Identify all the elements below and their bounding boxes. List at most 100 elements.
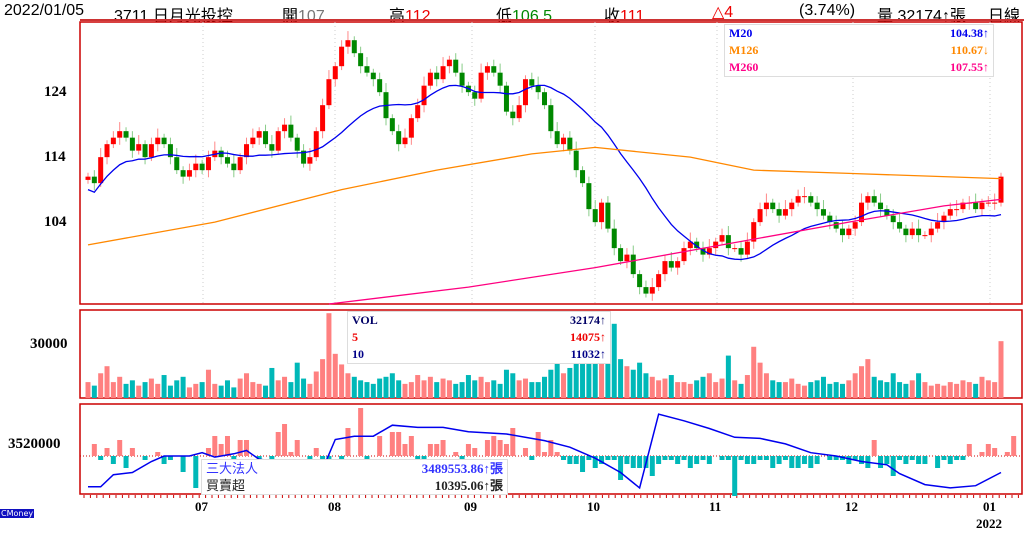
net-buy-bar <box>656 456 662 464</box>
vol-value: 11032↑ <box>570 347 606 361</box>
cmoney-logo: CMoney <box>0 509 35 518</box>
candle-body <box>155 137 161 145</box>
candle-body <box>453 59 459 73</box>
volume-bar <box>250 382 256 398</box>
candle-body <box>269 144 275 151</box>
net-buy-bar <box>104 448 110 456</box>
volume-bar <box>358 380 364 398</box>
net-buy-bar <box>503 444 509 456</box>
candle-body <box>358 53 364 67</box>
volume-bar <box>713 382 719 398</box>
candle-body <box>567 137 573 151</box>
candle-body <box>985 202 991 204</box>
net-buy-bar <box>402 444 408 456</box>
net-buy-bar <box>985 444 991 456</box>
net-buy-bar <box>605 456 611 460</box>
net-buy-bar <box>624 456 630 464</box>
month-label: 08 <box>328 499 341 514</box>
net-buy-bar <box>852 456 858 460</box>
net-buy-bar <box>725 456 731 460</box>
net-buy-bar <box>408 436 414 456</box>
volume-bar <box>789 378 795 398</box>
ma-value: 110.67↓ <box>950 43 989 57</box>
volume-bar <box>884 382 890 398</box>
net-buy-bar <box>859 456 865 464</box>
volume-bar <box>637 362 643 398</box>
candle-body <box>370 72 376 80</box>
volume-bar <box>808 382 814 398</box>
net-buy-bar <box>224 436 230 456</box>
volume-bar <box>542 376 547 398</box>
candle-body <box>992 202 998 204</box>
net-buy-bar <box>935 456 941 468</box>
volume-bar <box>98 373 104 398</box>
candle-body <box>129 137 135 151</box>
vol-name: 5 <box>352 330 358 344</box>
candle-body <box>402 137 408 145</box>
candle-body <box>878 202 884 210</box>
candle-body <box>307 157 313 164</box>
volume-bar <box>928 385 934 398</box>
volume-bar <box>294 362 300 398</box>
volume-bar <box>592 355 598 398</box>
net-buy-bar <box>871 440 877 456</box>
month-label: 12 <box>845 499 858 514</box>
net-buy-bar <box>275 432 281 456</box>
candle-body <box>694 241 700 249</box>
net-buy-bar <box>155 452 161 456</box>
volume-bar <box>218 385 224 398</box>
net-buy-bar <box>770 456 776 468</box>
ma20-line <box>87 84 1002 261</box>
candle-body <box>580 170 586 184</box>
volume-bar <box>389 373 395 398</box>
volume-bar <box>782 382 788 398</box>
candle-body <box>117 131 123 138</box>
vol-name: VOL <box>352 313 378 327</box>
volume-bar <box>186 387 192 398</box>
net-buy-bar <box>687 456 693 468</box>
net-buy-bar <box>237 440 243 456</box>
net-buy-bar <box>269 456 275 460</box>
net-buy-bar <box>218 444 224 456</box>
candle-body <box>789 202 795 210</box>
net-buy-bar <box>294 440 300 456</box>
candle-body <box>332 66 338 80</box>
net-buy-bar <box>117 440 123 456</box>
volume-bar <box>662 378 668 398</box>
volume-bar <box>675 382 681 398</box>
volume-bar <box>408 382 414 398</box>
net-buy-bar <box>522 448 528 456</box>
volume-bar <box>231 387 237 398</box>
candle-body <box>98 157 104 184</box>
volume-bar <box>263 385 269 398</box>
candle-body <box>522 79 528 106</box>
net-buy-bar <box>440 440 446 456</box>
volume-bar <box>668 375 674 398</box>
net-buy-bar <box>611 456 617 460</box>
candle-body <box>605 202 611 229</box>
candle-body <box>174 157 180 171</box>
candle-body <box>839 228 845 236</box>
volume-bar <box>104 366 110 398</box>
volume-bar <box>966 382 972 398</box>
candle-body <box>294 137 300 151</box>
net-buy-bar <box>484 440 490 456</box>
net-buy-bar <box>979 452 985 456</box>
volume-bar <box>269 367 275 398</box>
volume-bar <box>954 383 960 398</box>
candle-body <box>795 196 801 203</box>
candle-body <box>237 157 243 171</box>
candle-body <box>415 105 421 119</box>
ma-legend: M20 104.38↑ M126 110.67↓ M260 107.55↑ <box>724 24 994 77</box>
volume-bar <box>370 383 376 398</box>
candle-body <box>941 215 947 223</box>
candle-body <box>377 79 383 93</box>
candle-body <box>979 202 985 210</box>
ma-value: 107.55↑ <box>950 60 989 74</box>
volume-bar <box>763 373 769 398</box>
volume-bar <box>205 369 211 398</box>
volume-bar <box>282 376 288 398</box>
volume-bar <box>947 382 953 398</box>
candle-body <box>446 59 452 67</box>
